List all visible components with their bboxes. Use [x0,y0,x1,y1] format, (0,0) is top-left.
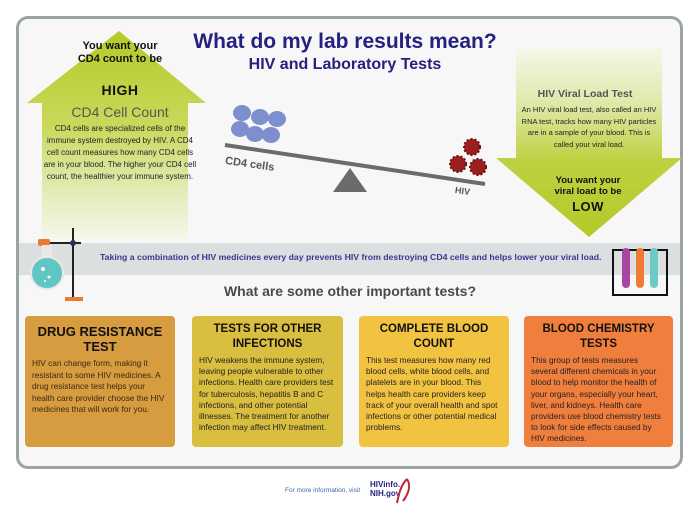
card-body: This group of tests measures several dif… [531,355,662,444]
card-tests-for-other-infections: TESTS FOR OTHER INFECTIONS HIV weakens t… [192,316,343,447]
logo-text-line1[interactable]: HIVinfo. [370,480,401,489]
card-title: DRUG RESISTANCE TEST [37,324,163,354]
up-arrow-icon [27,31,206,240]
card-title: TESTS FOR OTHER INFECTIONS [213,323,322,350]
cd4-heading: CD4 Cell Count [71,104,169,120]
tests-section-heading: What are some other important tests? [223,283,477,299]
flask-icon [30,228,83,301]
page-title: What do my lab results mean? [193,30,497,53]
hiv-virus-icon [449,138,487,176]
viral-target-low: LOW [572,199,604,214]
info-banner [19,243,680,275]
card-body: This test measures how many red blood ce… [366,355,498,433]
page-subtitle: HIV and Laboratory Tests [248,56,442,73]
logo-text-line2[interactable]: NIH.gov [370,489,401,498]
card-title: BLOOD CHEMISTRY TESTS [542,323,655,350]
seesaw-illustration [224,105,487,192]
cd4-target-high: HIGH [101,82,139,98]
cd4-description: CD4 cells are specialized cells of the i… [43,124,197,181]
hiv-label: HIV [454,185,471,197]
cd4-want-text: You want your CD4 count to be [77,40,163,65]
card-drug-resistance-test: DRUG RESISTANCE TEST HIV can change form… [25,316,175,447]
test-tubes-icon [612,248,668,296]
banner-text: Taking a combination of HIV medicines ev… [100,252,602,262]
card-complete-blood-count: COMPLETE BLOOD COUNT This test measures … [359,316,509,447]
card-body: HIV can change form, making it resistant… [32,358,165,414]
red-ribbon-icon [396,478,411,504]
card-body: HIV weakens the immune system, leaving p… [199,355,334,433]
card-blood-chemistry-tests: BLOOD CHEMISTRY TESTS This group of test… [524,316,673,447]
cd4-cells-icon [231,105,286,143]
card-title: COMPLETE BLOOD COUNT [379,323,489,350]
down-arrow-icon [496,48,682,237]
viral-load-heading: HIV Viral Load Test [537,88,633,100]
viral-load-description: An HIV viral load test, also called an H… [521,105,657,149]
footer-text: For more information, visit [285,487,361,494]
viral-want-text: You want your viral load to be [554,175,622,197]
